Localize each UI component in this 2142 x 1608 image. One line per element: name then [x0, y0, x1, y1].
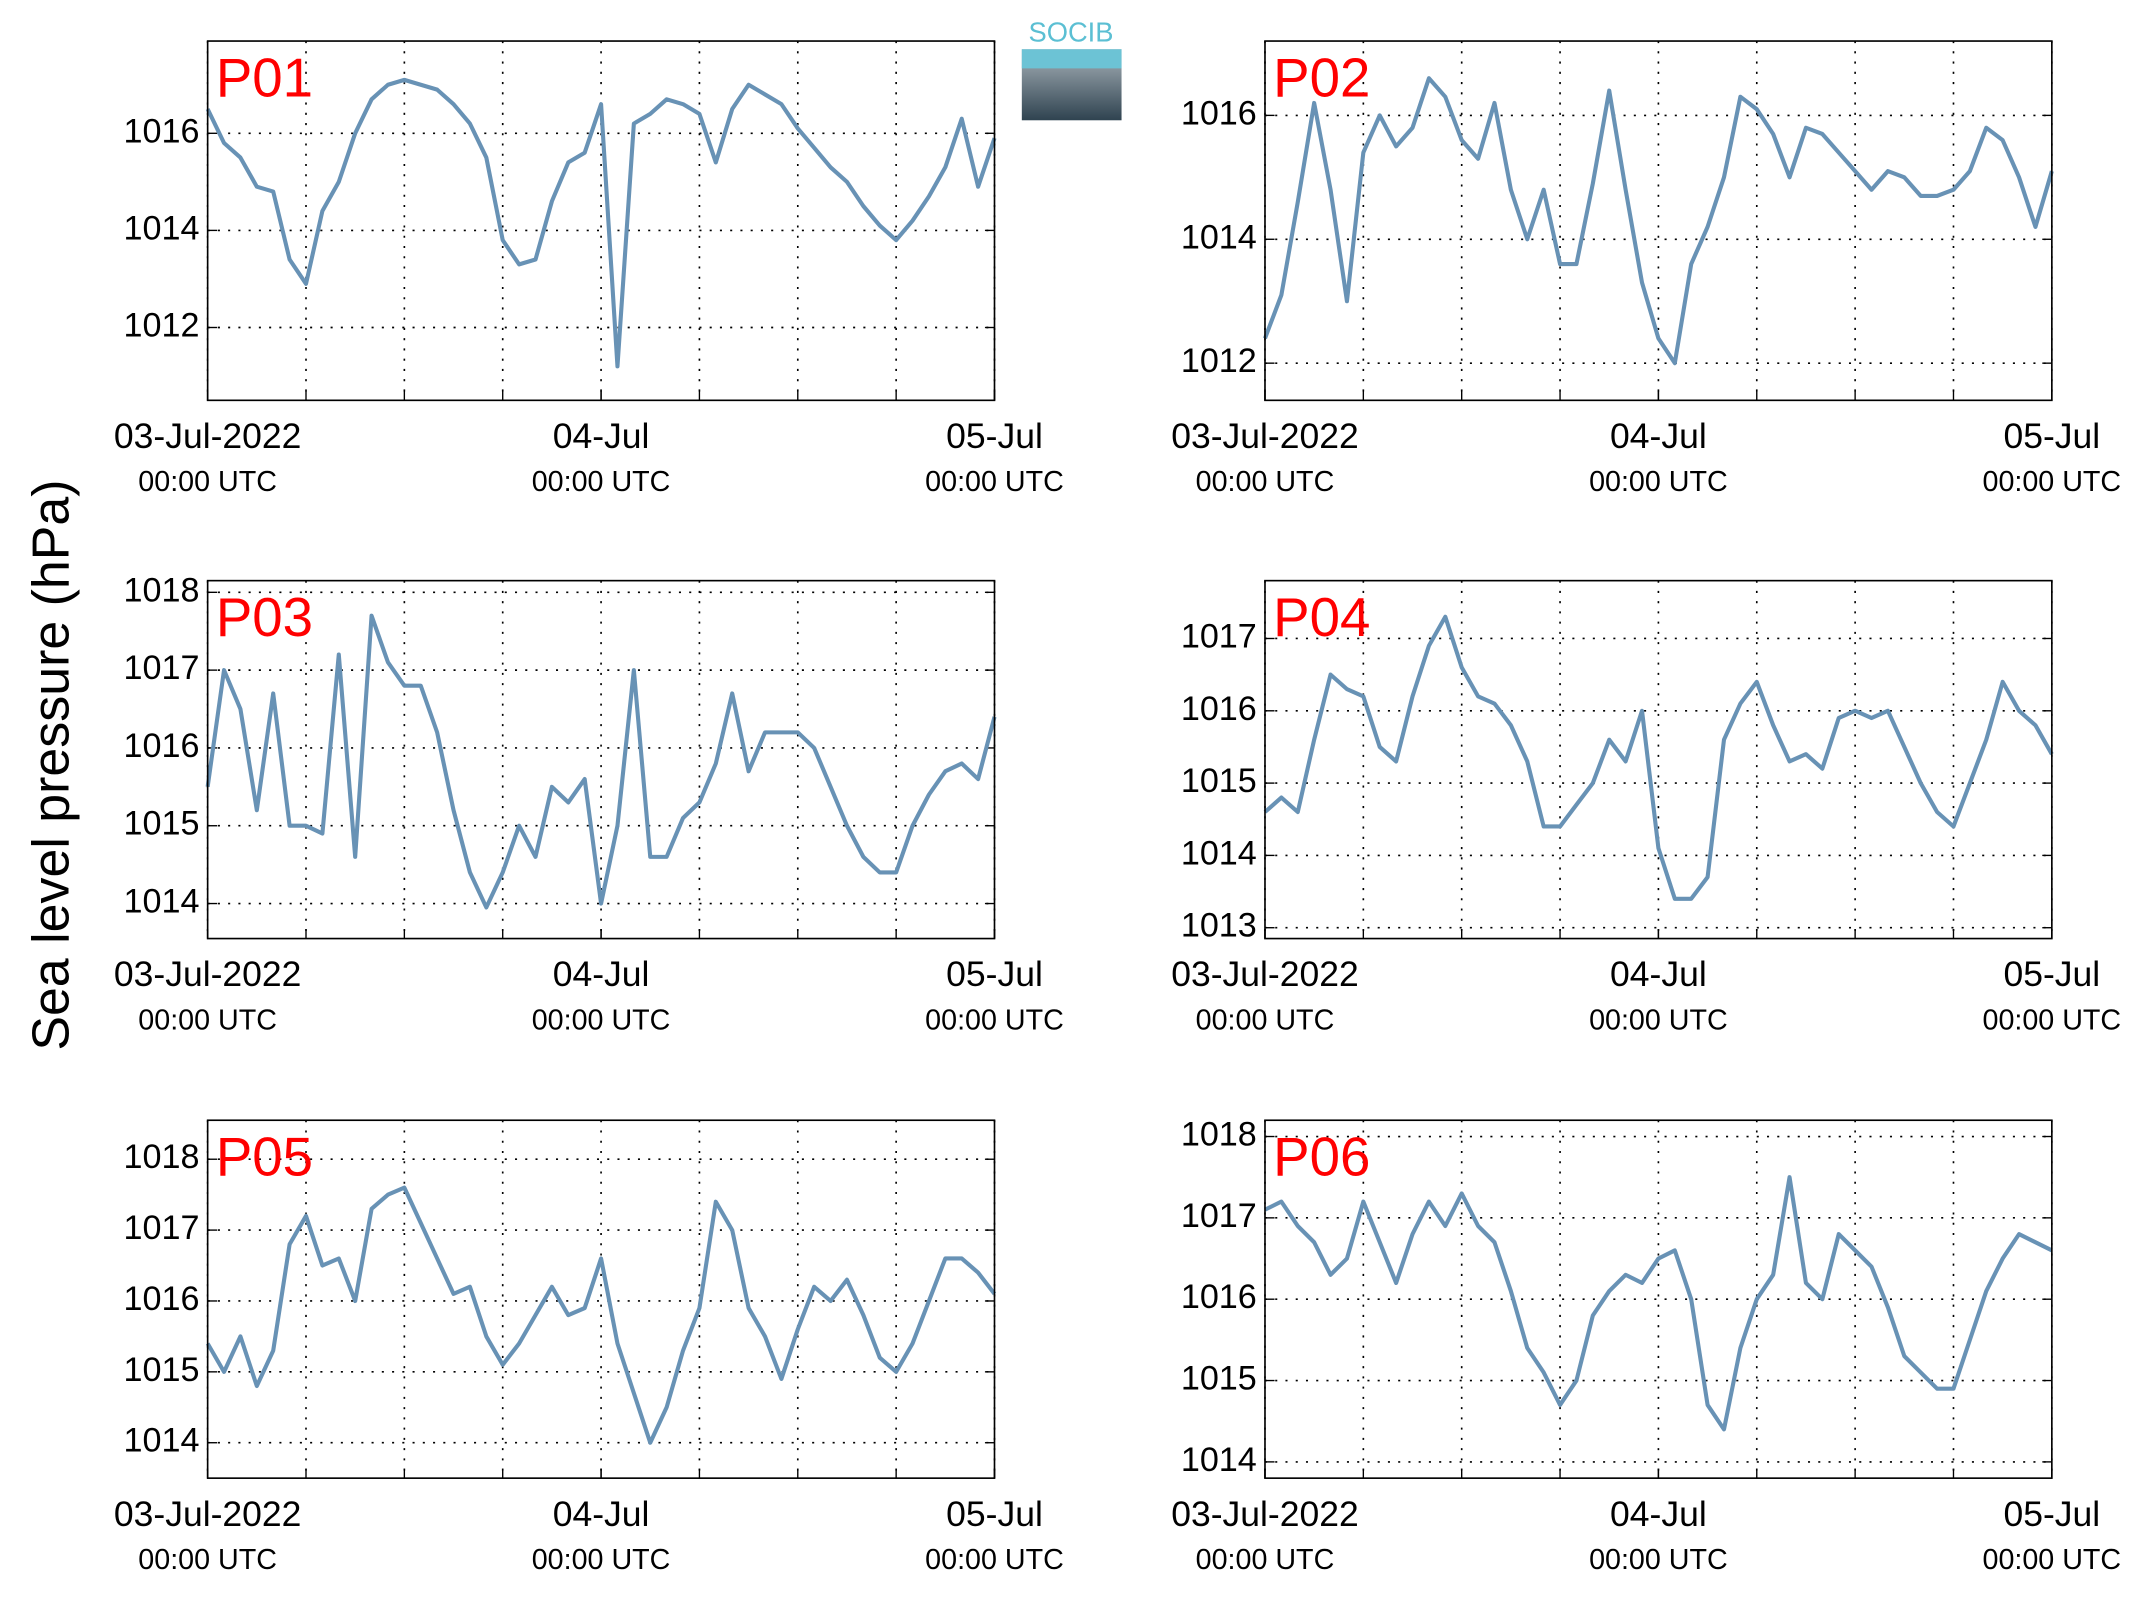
- y-tick-label: 1017: [123, 649, 199, 687]
- chart-title: P03: [216, 587, 313, 648]
- y-tick-label: 1017: [1181, 618, 1257, 656]
- y-tick-label: 1015: [123, 1351, 199, 1389]
- plot-frame: [1264, 579, 2053, 940]
- plot-frame: [206, 40, 996, 402]
- chart-title: P05: [216, 1127, 313, 1188]
- x-tick-sublabel: 00:00 UTC: [138, 1004, 277, 1036]
- x-tick-sublabel: 00:00 UTC: [1589, 1544, 1728, 1576]
- chart-title: P06: [1273, 1127, 1370, 1188]
- y-tick-label: 1012: [1181, 342, 1257, 380]
- y-tick-label: 1015: [1181, 762, 1257, 800]
- y-tick-label: 1014: [123, 883, 199, 921]
- x-tick-label: 04-Jul: [553, 1494, 650, 1534]
- plot-frame: [206, 1119, 996, 1479]
- y-tick-label: 1016: [123, 727, 199, 765]
- logo: SOCIB: [1021, 16, 1122, 121]
- logo-text: SOCIB: [1029, 16, 1114, 47]
- y-tick-label: 1018: [123, 1138, 199, 1176]
- plot-frame: [1264, 1119, 2053, 1479]
- x-tick-label: 05-Jul: [2003, 416, 2100, 456]
- x-tick-label: 03-Jul-2022: [114, 954, 301, 994]
- x-tick-sublabel: 00:00 UTC: [925, 466, 1064, 498]
- x-tick-sublabel: 00:00 UTC: [532, 1544, 671, 1576]
- x-tick-label: 04-Jul: [553, 954, 650, 994]
- plot-area: [207, 1120, 995, 1479]
- y-tick-label: 1014: [123, 209, 199, 247]
- y-tick-label: 1018: [123, 571, 199, 609]
- x-tick-sublabel: 00:00 UTC: [138, 466, 277, 498]
- x-tick-label: 03-Jul-2022: [114, 416, 301, 456]
- x-tick-label: 03-Jul-2022: [1171, 416, 1358, 456]
- subplot: 1014 1015 1016 1017 1018 03-Jul-2022 00:00 UTC…: [114, 571, 1064, 1036]
- x-tick-label: 03-Jul-2022: [114, 1494, 301, 1534]
- x-tick-label: 05-Jul: [946, 1494, 1043, 1534]
- y-tick-label: 1016: [123, 112, 199, 150]
- x-tick-label: 05-Jul: [2003, 1494, 2100, 1534]
- plot-area: [1264, 41, 2052, 401]
- x-tick-label: 05-Jul: [2003, 954, 2100, 994]
- x-tick-sublabel: 00:00 UTC: [1196, 1004, 1335, 1036]
- x-tick-sublabel: 00:00 UTC: [925, 1004, 1064, 1036]
- data-line: [205, 77, 997, 369]
- x-tick-sublabel: 00:00 UTC: [1589, 466, 1728, 498]
- plot-area: [207, 580, 995, 939]
- x-tick-label: 05-Jul: [946, 954, 1043, 994]
- subplot: 1012 1014 1016 03-Jul-2022 00:00 UTC 04-Jul 00…: [114, 40, 1064, 498]
- x-tick-label: 03-Jul-2022: [1171, 954, 1358, 994]
- y-tick-label: 1014: [1181, 1441, 1257, 1479]
- y-tick-label: 1014: [1181, 834, 1257, 872]
- x-tick-label: 03-Jul-2022: [1171, 1494, 1358, 1534]
- x-tick-sublabel: 00:00 UTC: [1196, 466, 1335, 498]
- x-tick-sublabel: 00:00 UTC: [1983, 1004, 2122, 1036]
- chart-title: P01: [216, 47, 313, 108]
- x-tick-label: 04-Jul: [553, 416, 650, 456]
- subplot: 1013 1014 1015 1016 1017 03-Jul-2022 00:00 UTC…: [1171, 579, 2122, 1036]
- data-line: [205, 613, 997, 910]
- y-tick-label: 1013: [1181, 907, 1257, 945]
- y-tick-label: 1016: [123, 1280, 199, 1318]
- y-tick-label: 1015: [123, 805, 199, 843]
- x-tick-label: 04-Jul: [1610, 1494, 1707, 1534]
- x-tick-sublabel: 00:00 UTC: [1589, 1004, 1728, 1036]
- y-tick-label: 1016: [1181, 94, 1257, 132]
- y-tick-label: 1016: [1181, 690, 1257, 728]
- y-tick-label: 1014: [123, 1422, 199, 1460]
- x-tick-sublabel: 00:00 UTC: [1983, 466, 2122, 498]
- subplot: 1012 1014 1016 03-Jul-2022 00:00 UTC 04-Jul 00…: [1171, 40, 2122, 498]
- subplot: 1014 1015 1016 1017 1018 03-Jul-2022 00:00 UTC…: [114, 1119, 1064, 1576]
- subplot: 1014 1015 1016 1017 1018 03-Jul-2022 00:00 UTC…: [1171, 1116, 2121, 1577]
- y-tick-label: 1017: [123, 1209, 199, 1247]
- x-tick-sublabel: 00:00 UTC: [1196, 1544, 1335, 1576]
- data-line: [1264, 1175, 2053, 1432]
- x-tick-label: 05-Jul: [946, 416, 1043, 456]
- plot-frame: [206, 579, 996, 940]
- logo-wave: [1021, 49, 1122, 69]
- x-tick-label: 04-Jul: [1610, 954, 1707, 994]
- y-axis-label: Sea level pressure (hPa): [22, 479, 80, 1050]
- x-tick-sublabel: 00:00 UTC: [532, 1004, 671, 1036]
- y-tick-label: 1014: [1181, 218, 1257, 256]
- plot-area: [207, 41, 995, 401]
- x-tick-sublabel: 00:00 UTC: [925, 1544, 1064, 1576]
- plot-frame: [1264, 40, 2053, 402]
- x-tick-sublabel: 00:00 UTC: [532, 466, 671, 498]
- plot-area: [1264, 580, 2052, 939]
- data-line: [1263, 76, 2054, 366]
- y-tick-label: 1018: [1181, 1116, 1257, 1154]
- chart-title: P02: [1273, 47, 1370, 108]
- x-tick-sublabel: 00:00 UTC: [1983, 1544, 2122, 1576]
- plot-area: [1264, 1120, 2052, 1479]
- x-tick-label: 04-Jul: [1610, 416, 1707, 456]
- data-line: [205, 1185, 997, 1445]
- y-tick-label: 1012: [123, 307, 199, 345]
- chart-title: P04: [1273, 587, 1370, 648]
- y-tick-label: 1015: [1181, 1360, 1257, 1398]
- y-tick-label: 1016: [1181, 1278, 1257, 1316]
- x-tick-sublabel: 00:00 UTC: [138, 1544, 277, 1576]
- y-tick-label: 1017: [1181, 1197, 1257, 1235]
- data-line: [1263, 614, 2054, 901]
